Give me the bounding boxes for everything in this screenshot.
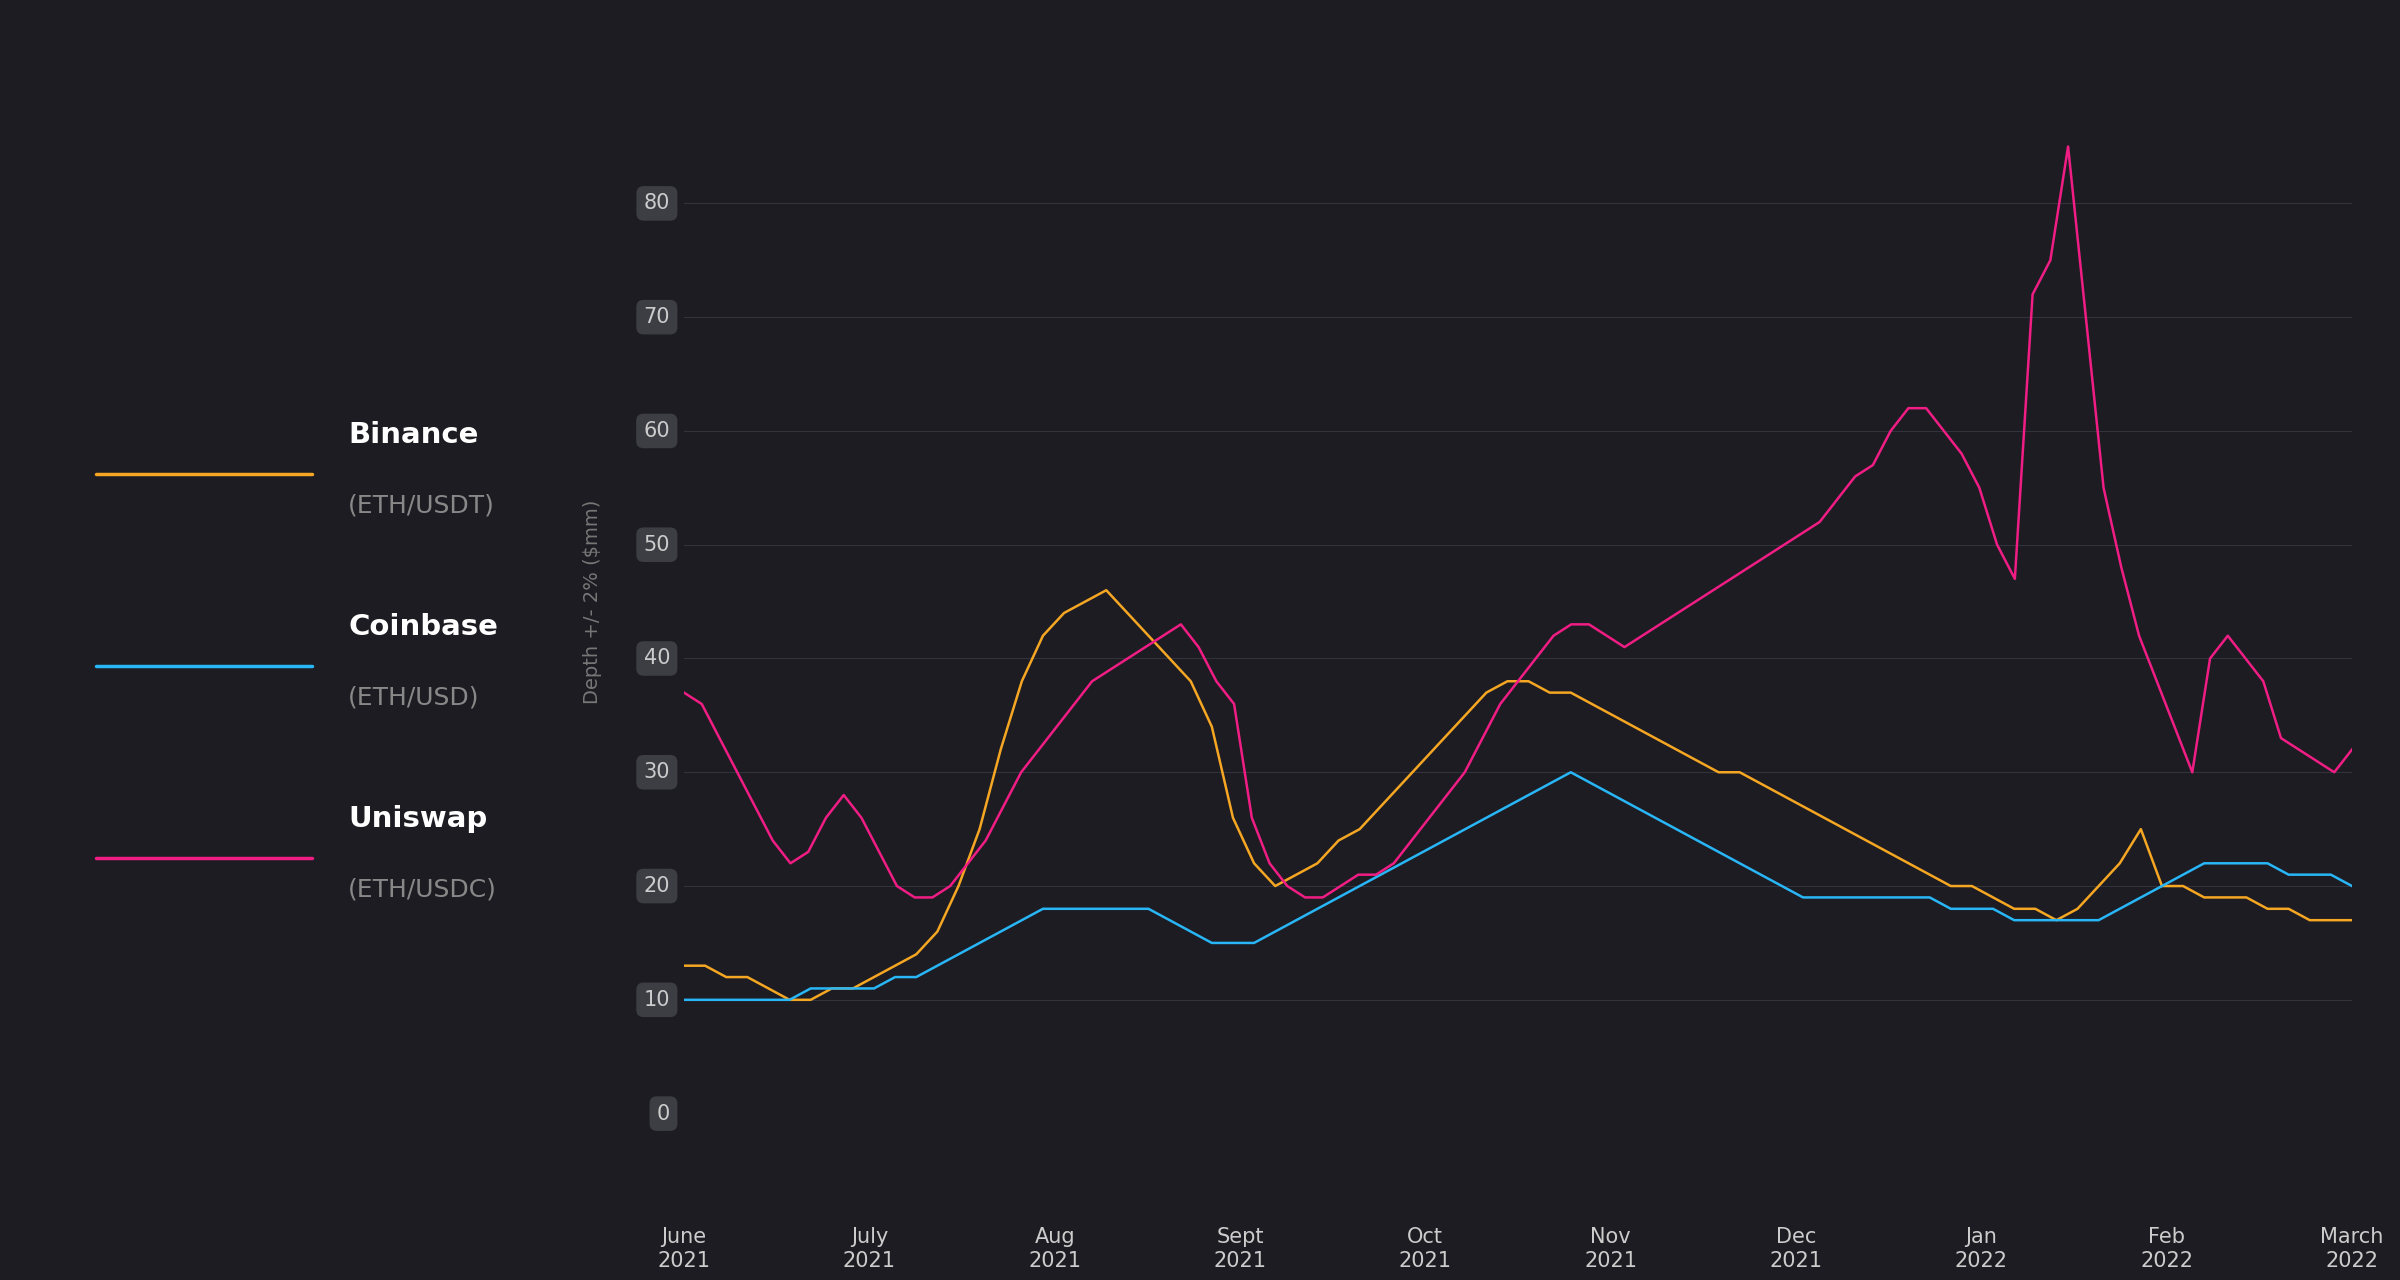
Text: 10: 10 [643,989,670,1010]
Text: Sept
2021: Sept 2021 [1214,1228,1267,1271]
Text: Coinbase: Coinbase [348,613,497,641]
Text: (ETH/USD): (ETH/USD) [348,686,480,709]
Text: 70: 70 [643,307,670,328]
Text: 20: 20 [643,876,670,896]
Text: Aug
2021: Aug 2021 [1027,1228,1080,1271]
Text: 60: 60 [643,421,670,440]
Text: Nov
2021: Nov 2021 [1584,1228,1637,1271]
Text: June
2021: June 2021 [658,1228,710,1271]
Text: 50: 50 [643,535,670,554]
Text: 40: 40 [643,649,670,668]
Text: Binance: Binance [348,421,478,449]
Text: (ETH/USDC): (ETH/USDC) [348,878,497,901]
Text: (ETH/USDT): (ETH/USDT) [348,494,494,517]
Text: Oct
2021: Oct 2021 [1399,1228,1452,1271]
Text: July
2021: July 2021 [842,1228,895,1271]
Text: Feb
2022: Feb 2022 [2141,1228,2194,1271]
Text: 0: 0 [658,1103,670,1124]
Text: 80: 80 [643,193,670,214]
Text: Depth +/- 2% ($mm): Depth +/- 2% ($mm) [583,499,602,704]
Text: March
2022: March 2022 [2321,1228,2383,1271]
Text: Jan
2022: Jan 2022 [1956,1228,2009,1271]
Text: Dec
2021: Dec 2021 [1769,1228,1822,1271]
Text: 30: 30 [643,763,670,782]
Text: Uniswap: Uniswap [348,805,487,833]
